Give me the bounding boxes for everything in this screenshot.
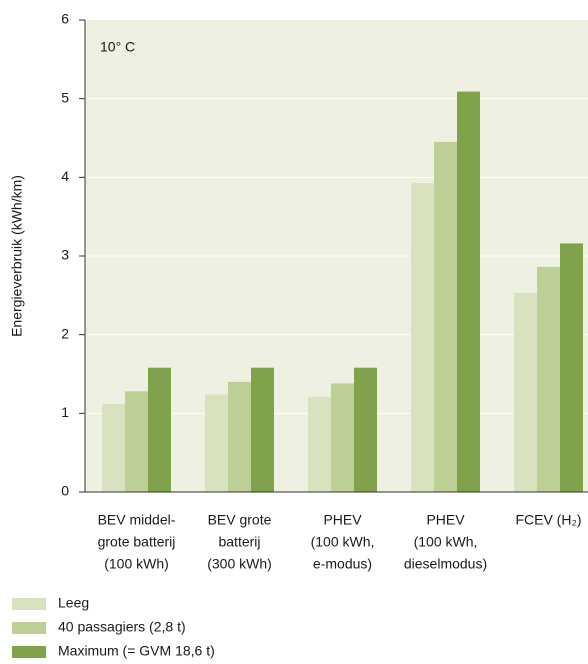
annotation: 10° C: [100, 39, 135, 55]
bar: [228, 381, 251, 492]
bar: [331, 383, 354, 492]
x-tick-label: dieselmodus): [404, 556, 487, 572]
y-tick-label: 4: [61, 168, 69, 184]
legend-swatch: [12, 598, 46, 610]
y-tick-label: 6: [61, 11, 69, 27]
bar: [514, 292, 537, 492]
x-tick-label: grote batterij: [98, 534, 176, 550]
bar: [205, 394, 228, 492]
y-tick-label: 2: [61, 325, 69, 341]
x-tick-label: e-modus): [313, 556, 372, 572]
y-axis-title: Energieverbruik (kWh/km): [9, 175, 25, 337]
x-tick-label: (100 kWh,: [311, 534, 375, 550]
legend-label: 40 passagiers (2,8 t): [58, 619, 186, 635]
bar: [308, 396, 331, 492]
bar: [102, 403, 125, 492]
legend-label: Leeg: [58, 595, 89, 611]
x-tick-label: FCEV (H₂): [515, 512, 581, 528]
x-tick-label: BEV middel-: [98, 512, 176, 528]
x-tick-label: (100 kWh,: [414, 534, 478, 550]
y-tick-label: 1: [61, 404, 69, 420]
legend-swatch: [12, 622, 46, 634]
bar: [125, 391, 148, 492]
bar: [411, 182, 434, 492]
bar: [148, 367, 171, 492]
x-tick-label: PHEV: [426, 512, 465, 528]
y-tick-label: 0: [61, 483, 69, 499]
bar: [354, 367, 377, 492]
x-tick-label: PHEV: [323, 512, 362, 528]
x-tick-label: batterij: [218, 534, 260, 550]
bar: [457, 91, 480, 492]
bar: [434, 141, 457, 492]
x-tick-label: (100 kWh): [104, 556, 169, 572]
y-tick-label: 5: [61, 89, 69, 105]
x-tick-label: BEV grote: [208, 512, 272, 528]
legend-swatch: [12, 646, 46, 658]
y-tick-label: 3: [61, 247, 69, 263]
bar: [251, 367, 274, 492]
x-tick-label: (300 kWh): [207, 556, 272, 572]
bar: [537, 267, 560, 492]
legend-label: Maximum (= GVM 18,6 t): [58, 643, 215, 659]
bar: [560, 243, 583, 492]
